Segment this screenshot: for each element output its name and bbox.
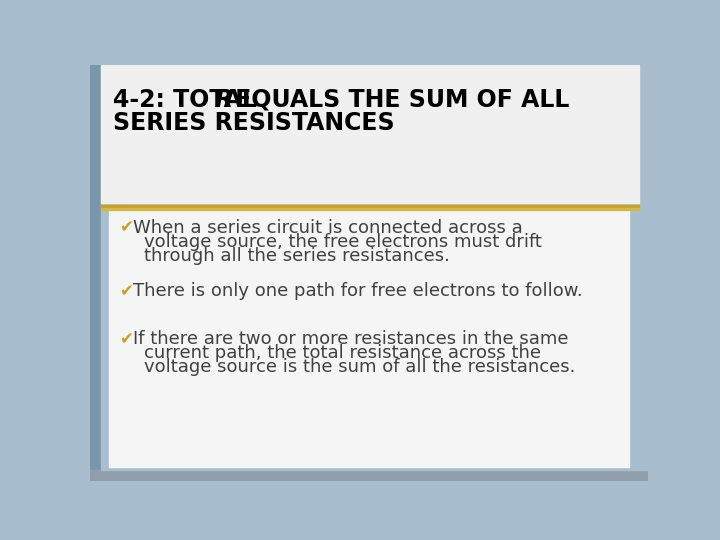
Bar: [109, 209, 629, 467]
Text: When a series circuit is connected across a: When a series circuit is connected acros…: [133, 219, 523, 237]
Text: ✔: ✔: [120, 282, 133, 300]
Text: through all the series resistances.: through all the series resistances.: [144, 247, 450, 265]
Bar: [101, 205, 639, 208]
Text: EQUALS THE SUM OF ALL: EQUALS THE SUM OF ALL: [228, 88, 570, 112]
Text: ✔: ✔: [120, 219, 133, 237]
Bar: [101, 65, 639, 204]
Text: voltage source, the free electrons must drift: voltage source, the free electrons must …: [144, 233, 542, 251]
Bar: [90, 470, 648, 481]
Text: R: R: [215, 88, 233, 112]
Text: 4-2: TOTAL: 4-2: TOTAL: [113, 88, 266, 112]
Text: SERIES RESISTANCES: SERIES RESISTANCES: [113, 111, 395, 135]
Text: If there are two or more resistances in the same: If there are two or more resistances in …: [133, 330, 569, 348]
Bar: [109, 209, 629, 467]
Text: current path, the total resistance across the: current path, the total resistance acros…: [144, 345, 541, 362]
Bar: [101, 208, 639, 210]
Bar: [90, 65, 101, 481]
Text: ✔: ✔: [120, 330, 133, 348]
Text: There is only one path for free electrons to follow.: There is only one path for free electron…: [133, 282, 583, 300]
Text: voltage source is the sum of all the resistances.: voltage source is the sum of all the res…: [144, 358, 575, 376]
